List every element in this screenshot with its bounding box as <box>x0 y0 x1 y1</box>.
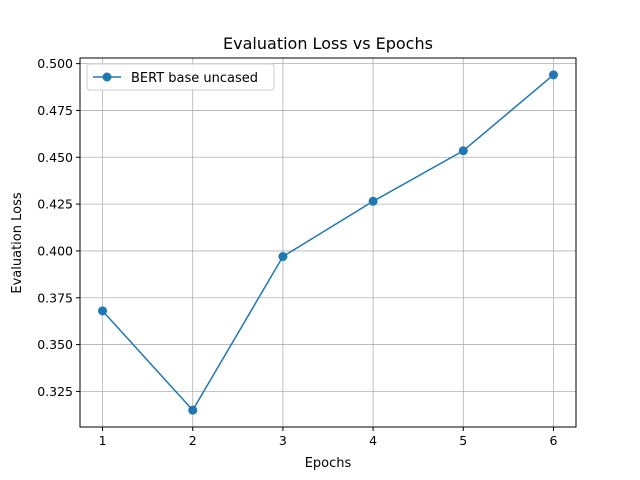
y-axis-label: Evaluation Loss <box>10 192 25 293</box>
y-tick-label: 0.350 <box>37 337 73 352</box>
legend-box <box>86 63 275 91</box>
data-point <box>188 405 198 415</box>
x-tick-label: 2 <box>189 433 197 448</box>
data-point <box>458 146 468 156</box>
y-tick-label: 0.425 <box>37 197 73 212</box>
x-tick-label: 5 <box>459 433 467 448</box>
chart-title: Evaluation Loss vs Epochs <box>223 34 433 53</box>
y-tick-label: 0.325 <box>37 384 73 399</box>
ticks: 1 2 3 4 5 6 0.325 0.350 0.375 0.400 0.425 0.450 0.47… <box>37 56 557 448</box>
series <box>98 70 558 415</box>
series-line <box>101 74 554 411</box>
data-point <box>278 252 288 262</box>
y-tick-label: 0.500 <box>37 56 73 71</box>
y-tick-label: 0.400 <box>37 243 73 258</box>
axes <box>79 57 577 428</box>
y-tick-label: 0.475 <box>37 103 73 118</box>
x-tick-label: 1 <box>99 433 107 448</box>
x-tick-label: 3 <box>279 433 287 448</box>
y-tick-label: 0.450 <box>37 150 73 165</box>
legend-label: BERT base uncased <box>131 71 258 86</box>
data-point <box>98 306 108 316</box>
x-tick-label: 4 <box>369 433 377 448</box>
legend-marker <box>102 72 112 82</box>
x-axis-label: Epochs <box>305 456 352 471</box>
data-point <box>368 196 378 206</box>
y-tick-label: 0.375 <box>37 290 73 305</box>
grid <box>80 58 576 427</box>
plot-frame <box>79 57 577 428</box>
x-tick-label: 6 <box>549 433 557 448</box>
data-point <box>548 70 558 80</box>
legend: BERT base uncased <box>86 63 275 91</box>
